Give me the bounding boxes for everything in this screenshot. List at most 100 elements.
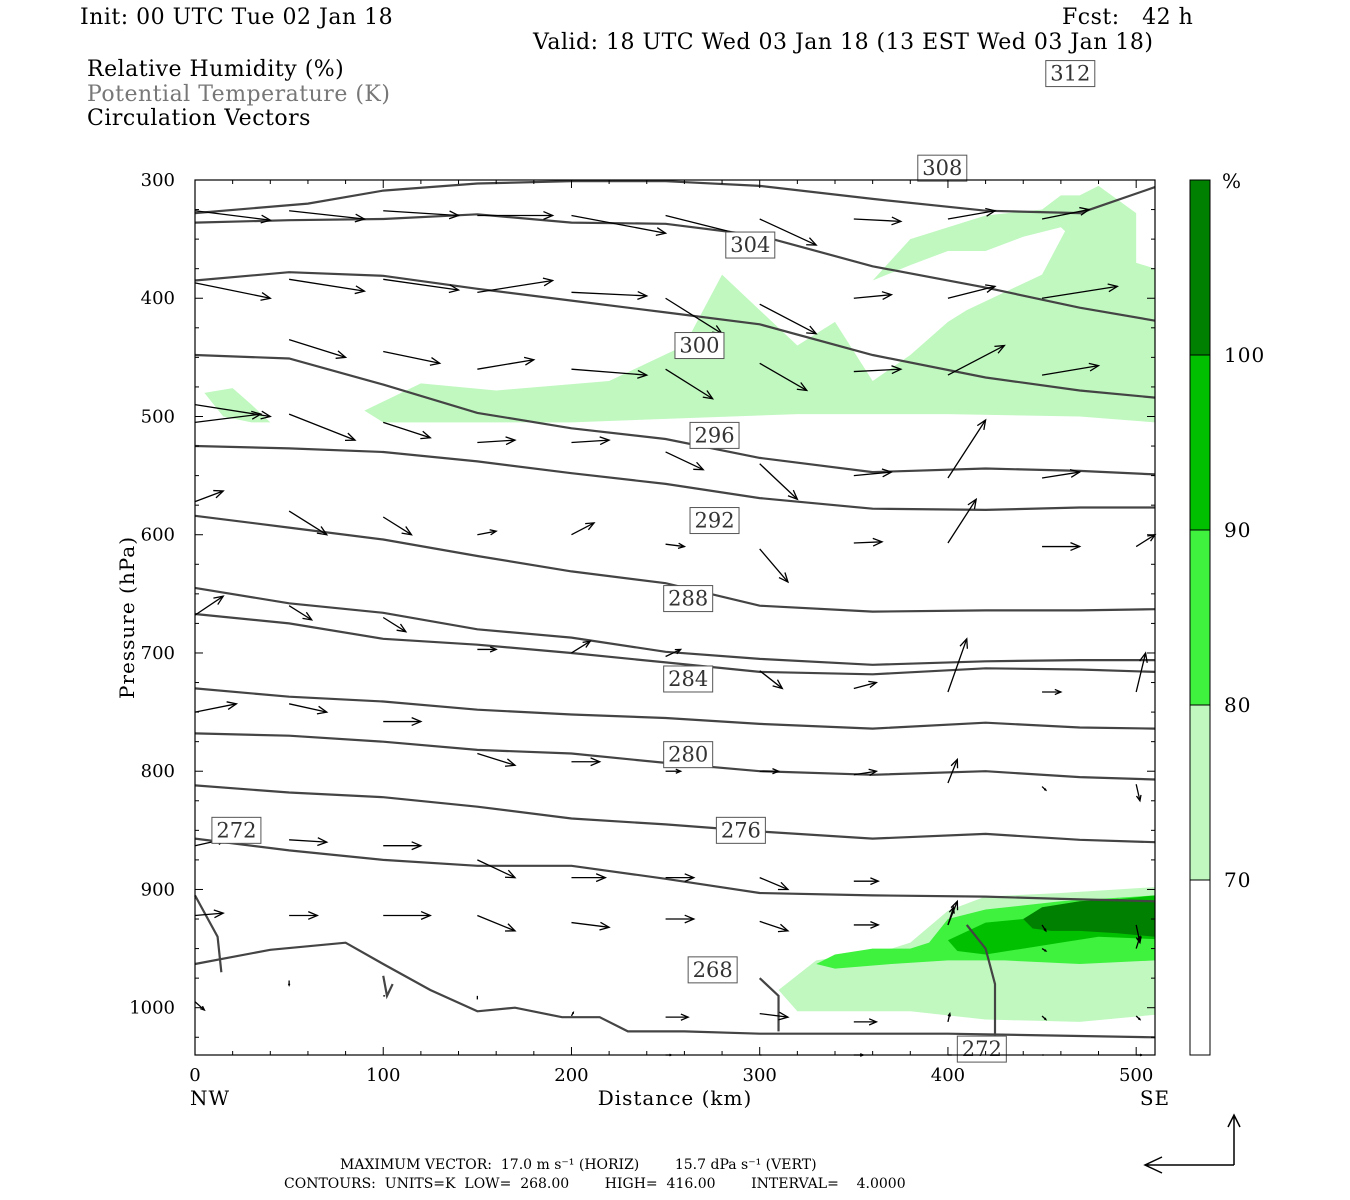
rh-region-70-80 <box>364 203 1156 423</box>
circulation-vector <box>665 368 713 400</box>
vector-arrowhead <box>796 382 809 392</box>
vector-arrowhead <box>684 873 696 883</box>
circulation-vector <box>1041 285 1118 299</box>
vector-arrowhead <box>868 680 879 689</box>
init-time: Init: 00 UTC Tue 02 Jan 18 <box>80 5 394 30</box>
vector-arrowhead <box>772 768 781 775</box>
vector-arrowhead <box>967 497 978 510</box>
rh-region-70-80 <box>872 185 1137 281</box>
vector-arrowhead <box>787 489 799 501</box>
vector-arrowhead <box>950 757 959 769</box>
circulation-vectors <box>194 206 1157 1057</box>
vector-arrowhead <box>1107 283 1119 293</box>
vector-arrowhead <box>680 1013 690 1021</box>
vector-arrowhead <box>1043 1017 1048 1021</box>
ref-horizontal-arrow <box>1143 1156 1234 1174</box>
field-label-theta: Potential Temperature (K) <box>87 82 391 107</box>
vector-arrowhead <box>870 920 880 929</box>
vector-arrowhead <box>1070 542 1082 552</box>
terrain-line <box>382 975 394 1000</box>
vector-arrowhead <box>1079 206 1091 216</box>
vector-arrowhead <box>891 216 903 226</box>
contour-label-box <box>715 816 766 844</box>
contour-label-box <box>725 231 776 259</box>
y-tick-label: 900 <box>141 879 175 900</box>
colorbar-segment <box>1189 879 1211 1056</box>
theta-contour-312 <box>194 213 1156 322</box>
theta-contour-308 <box>194 271 1156 399</box>
vector-arrowhead <box>675 768 683 774</box>
vector-arrowhead <box>1043 928 1047 933</box>
circulation-vector <box>665 543 685 548</box>
circulation-vector <box>947 759 958 784</box>
vector-arrowhead <box>260 410 272 420</box>
contour-label-box <box>211 816 262 844</box>
vector-arrowhead <box>881 468 894 478</box>
circulation-vector <box>665 297 723 335</box>
vector-arrowhead <box>585 522 596 531</box>
contour-label-box <box>917 154 968 182</box>
vector-arrowhead <box>777 923 790 933</box>
circulation-vector <box>571 921 610 928</box>
vector-arrowhead <box>504 923 517 932</box>
theta-contour-316 <box>194 180 1156 215</box>
y-tick-label: 400 <box>141 288 175 309</box>
x-tick-label: 0 <box>189 1065 200 1086</box>
circulation-vector <box>571 214 666 234</box>
rh-region-100 <box>1023 898 1155 937</box>
x-end-label-left: NW <box>190 1086 230 1110</box>
theta-contour-300 <box>194 444 1155 512</box>
vector-arrowhead <box>260 292 272 301</box>
circulation-vector <box>665 648 681 658</box>
colorbar: % 70 80 90 100 <box>1189 169 1264 1056</box>
circulation-vector <box>759 670 783 689</box>
vector-arrowhead <box>595 873 608 883</box>
colorbar-segment <box>1189 354 1211 531</box>
circulation-vector <box>383 210 459 217</box>
vector-arrowhead <box>226 701 239 710</box>
circulation-vector <box>289 210 365 220</box>
vector-arrowhead <box>950 899 959 911</box>
vector-arrowhead <box>994 344 1006 354</box>
contour-label-box <box>674 332 725 360</box>
vector-arrowhead <box>504 758 517 767</box>
circulation-vector <box>853 681 877 690</box>
vector-arrowhead <box>542 277 555 287</box>
circulation-vector <box>759 920 789 932</box>
circulation-vector <box>1041 365 1099 376</box>
vector-arrowhead <box>317 837 329 847</box>
circulation-vector <box>1041 471 1080 479</box>
contour-label: 276 <box>721 818 761 842</box>
contour-label-box <box>663 665 714 693</box>
circulation-vector <box>194 595 224 616</box>
vector-arrowhead <box>504 869 517 879</box>
circulation-vector <box>853 471 892 477</box>
vector-arrowhead <box>1138 1017 1142 1021</box>
circulation-vector <box>947 906 955 926</box>
terrain-line <box>965 924 997 1038</box>
valid-time: Valid: 18 UTC Wed 03 Jan 18 (13 EST Wed … <box>533 30 1154 55</box>
x-tick-label: 300 <box>743 1065 777 1086</box>
vector-arrowhead <box>674 648 683 655</box>
circulation-vector <box>194 282 271 299</box>
vector-arrowhead <box>702 390 715 400</box>
contour-labels: 268 272 276 280 284 288 292 296 300 304 308 312 272 <box>211 60 1096 1063</box>
vector-arrowhead <box>307 911 320 920</box>
vector-arrowhead <box>1136 935 1141 942</box>
vector-arrowhead <box>985 207 997 217</box>
circulation-vector <box>194 210 271 221</box>
y-tick-label: 1000 <box>129 998 175 1019</box>
theta-contour-296 <box>194 514 1156 613</box>
x-axis-title: Distance (km) <box>598 1086 753 1110</box>
circulation-vector <box>477 359 534 370</box>
vector-arrowhead <box>1054 688 1063 696</box>
circulation-vector <box>383 350 440 364</box>
vector-arrowhead <box>772 679 784 690</box>
vector-arrowhead <box>260 214 272 224</box>
colorbar-segment <box>1189 529 1211 706</box>
circulation-vector <box>947 210 996 220</box>
theta-contour-284 <box>194 687 1156 730</box>
ref-vertical-arrow <box>1227 1113 1241 1165</box>
circulation-vector <box>194 703 237 713</box>
